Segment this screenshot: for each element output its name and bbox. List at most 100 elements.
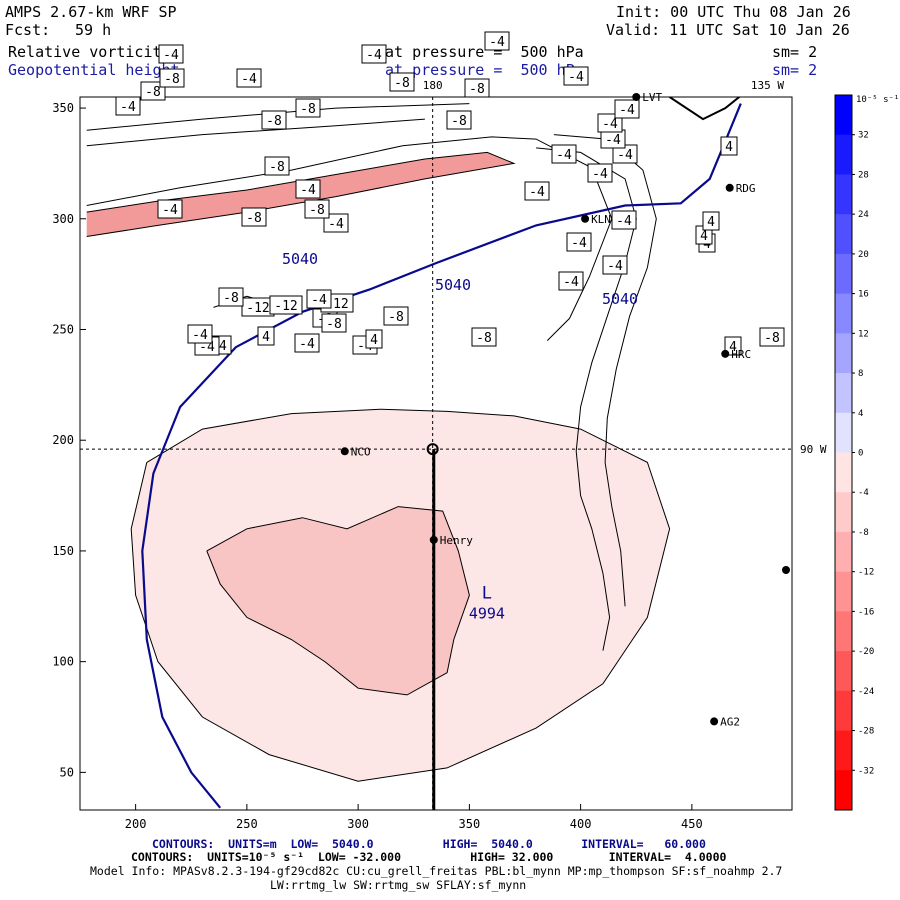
vorticity-label: -4 — [551, 144, 577, 164]
vorticity-label-text: -4 — [489, 35, 505, 50]
vorticity-label: -4 — [611, 210, 637, 230]
vorticity-label: -4 — [558, 271, 584, 291]
vorticity-label-text: -4 — [299, 337, 315, 352]
colorbar-tick-label: 24 — [858, 210, 869, 220]
vorticity-label-text: 4 — [707, 215, 715, 230]
vorticity-label-box — [236, 68, 262, 88]
vorticity-label-box — [365, 329, 383, 349]
vorticity-label-text: -8 — [476, 331, 492, 346]
vorticity-label-text: -8 — [451, 114, 467, 129]
vorticity-label: -4 — [612, 144, 638, 164]
intersection-marker — [426, 443, 439, 456]
vorticity-label-text: 4 — [700, 229, 708, 244]
y-tick-label: 300 — [52, 212, 74, 226]
vorticity-label-text: -4 — [311, 293, 327, 308]
vorticity-label-text: -4 — [192, 328, 208, 343]
vorticity-label-box — [611, 210, 637, 230]
vorticity-label: -4 — [294, 333, 320, 353]
station-marker — [632, 93, 641, 101]
colorbar-tick-label: -32 — [858, 766, 874, 776]
vorticity-label: -8 — [218, 287, 244, 307]
vorticity-label-text: -8 — [246, 211, 262, 226]
vorticity-label: -12 — [241, 297, 275, 317]
init-time: Init: 00 UTC Thu 08 Jan 26 — [616, 3, 851, 21]
model-info-physics: LW:rrtmg_lw SW:rrtmg_sw SFLAY:sf_mynn — [270, 878, 527, 892]
y-tick-label: 50 — [60, 765, 74, 779]
vorticity-label-box — [484, 31, 510, 51]
colorbar-tick-label: -20 — [858, 647, 874, 657]
vorticity-label-text: -4 — [568, 70, 584, 85]
vorticity-label: -8 — [295, 98, 321, 118]
vorticity-label: -4 — [115, 96, 141, 116]
vorticity-label-box — [602, 255, 628, 275]
vorticity-label-box — [295, 98, 321, 118]
colorbar-tick-label: 0 — [858, 449, 863, 459]
station-marker — [429, 535, 438, 544]
vorticity-label-box — [563, 66, 589, 86]
vorticity-label-box — [323, 213, 349, 233]
vorticity-label-box — [294, 333, 320, 353]
vorticity-label-text: -4 — [120, 100, 136, 115]
vorticity-label: 4 — [724, 336, 742, 356]
vort-contour-lvt — [669, 97, 741, 121]
vorticity-label: -4 — [524, 181, 550, 201]
vorticity-label-box — [187, 324, 213, 344]
vorticity-label-text: -4 — [241, 72, 257, 87]
height-contour-info: CONTOURS: UNITS=m LOW= 5040.0 HIGH= 5040… — [152, 837, 706, 851]
colorbar-swatch — [835, 253, 852, 295]
vort-contour-arc-east — [536, 147, 637, 651]
station-marker-edge — [782, 566, 790, 574]
colorbar-swatch — [835, 333, 852, 374]
vorticity-label: -4 — [295, 179, 321, 199]
vorticity-label-box — [524, 181, 550, 201]
vorticity-label: -4 — [566, 232, 592, 252]
vorticity-label-text: -8 — [388, 310, 404, 325]
vorticity-label-box — [295, 179, 321, 199]
vorticity-contour-info: CONTOURS: UNITS=10⁻⁵ s⁻¹ LOW= -32.000 HI… — [131, 850, 727, 864]
vorticity-label: -8 — [241, 207, 267, 227]
vorticity-label-box — [269, 295, 303, 315]
vorticity-label: -4 — [614, 99, 640, 119]
colorbar-swatch — [835, 571, 852, 612]
vorticity-label-text: 4 — [725, 140, 733, 155]
station-label: AG2 — [720, 715, 740, 728]
vorticity-label-text: -8 — [266, 114, 282, 129]
height-contour-label: 5040 — [602, 290, 638, 308]
vort-contour-arc-east-outer — [553, 134, 657, 607]
vorticity-label: -8 — [464, 78, 490, 98]
vorticity-label-box — [464, 78, 490, 98]
x-tick-label: 250 — [236, 817, 258, 831]
vorticity-label-box — [361, 44, 387, 64]
vorticity-label-text: -4 — [162, 203, 178, 218]
vorticity-label-text: -4 — [602, 117, 618, 132]
colorbar-tick-label: -12 — [858, 568, 874, 578]
station-label: LVT — [642, 91, 662, 104]
vorticity-label-text: 4 — [729, 340, 737, 355]
vorticity-label: -8 — [261, 110, 287, 130]
colorbar-swatch — [835, 531, 852, 573]
vorticity-label-text: -12 — [274, 299, 297, 314]
station-label: Henry — [440, 534, 473, 547]
meridian-label-90w: 90 W — [800, 443, 827, 456]
vorticity-label-box — [115, 96, 141, 116]
colorbar-tick-label: -24 — [858, 687, 874, 697]
vorticity-label: -8 — [759, 327, 785, 347]
x-tick-label: 300 — [347, 817, 369, 831]
x-tick-label: 400 — [570, 817, 592, 831]
x-tick-label: 200 — [125, 817, 147, 831]
vorticity-label-box — [158, 44, 184, 64]
low-center-letter: L — [482, 584, 492, 604]
vorticity-label-box — [759, 327, 785, 347]
station-label: NCO — [351, 445, 371, 458]
vorticity-label-text: -4 — [571, 236, 587, 251]
station-label: RDG — [736, 182, 756, 195]
vorticity-label-box — [446, 110, 472, 130]
station-label: KLN — [591, 213, 611, 226]
colorbar-tick-label: 16 — [858, 290, 869, 300]
vorticity-label-text: -4 — [605, 133, 621, 148]
station-marker — [340, 447, 349, 456]
meridian-label-135w: 135 W — [751, 79, 784, 92]
station-marker — [581, 214, 590, 223]
colorbar-swatch — [835, 730, 852, 771]
